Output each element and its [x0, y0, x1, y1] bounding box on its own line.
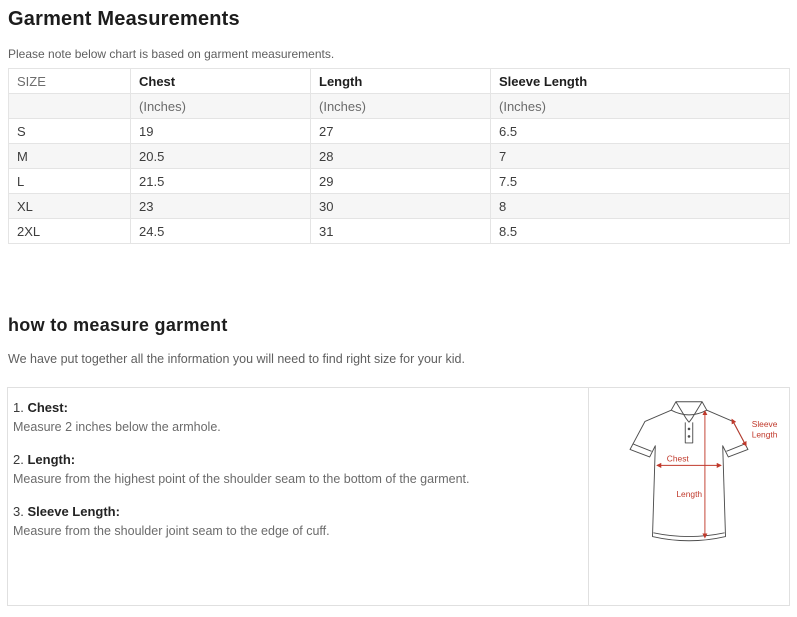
- table-row: S 19 27 6.5: [8, 118, 790, 144]
- step-description: Measure from the shoulder joint seam to …: [13, 524, 330, 538]
- step-number: 2.: [13, 452, 24, 467]
- note-text: Please note below chart is based on garm…: [8, 47, 335, 61]
- intro-text: We have put together all the information…: [8, 352, 465, 366]
- step-item-chest: 1. Chest: Measure 2 inches below the arm…: [13, 400, 578, 435]
- sleeve-cell: 8.5: [490, 218, 790, 244]
- size-cell: XL: [8, 193, 131, 219]
- step-label: Length:: [27, 452, 76, 467]
- step-description: Measure from the highest point of the sh…: [13, 472, 470, 486]
- measure-box: 1. Chest: Measure 2 inches below the arm…: [7, 387, 790, 606]
- button-dot: [687, 435, 691, 438]
- step-description: Measure 2 inches below the armhole.: [13, 420, 221, 434]
- table-header-row: SIZE Chest Length Sleeve Length: [8, 68, 790, 94]
- diagram-panel: Chest Length Sleeve Length: [588, 388, 789, 605]
- column-header-chest: Chest: [130, 68, 311, 94]
- size-cell: S: [8, 118, 131, 144]
- placket: [684, 422, 694, 444]
- sleeve-length-label-line2: Length: [752, 429, 778, 439]
- sleeve-cell: 8: [490, 193, 790, 219]
- step-item-sleeve-length: 3. Sleeve Length: Measure from the shoul…: [13, 504, 578, 539]
- table-row: 2XL 24.5 31 8.5: [8, 218, 790, 244]
- shirt-outline: [629, 409, 749, 542]
- page-title: Garment Measurements: [8, 8, 240, 30]
- collar: [670, 401, 708, 423]
- table-row: L 21.5 29 7.5: [8, 168, 790, 194]
- chest-cell: 20.5: [130, 143, 311, 169]
- table-row: M 20.5 28 7: [8, 143, 790, 169]
- length-cell: 29: [310, 168, 491, 194]
- column-header-sleeve-length: Sleeve Length: [490, 68, 790, 94]
- sleeve-length-label-line1: Sleeve: [752, 419, 778, 429]
- chest-label: Chest: [667, 454, 690, 464]
- length-label: Length: [676, 489, 702, 499]
- length-cell: 31: [310, 218, 491, 244]
- unit-cell-blank: [8, 93, 131, 119]
- unit-cell-sleeve: (Inches): [490, 93, 790, 119]
- length-cell: 27: [310, 118, 491, 144]
- garment-measurements-page: Garment Measurements Please note below c…: [0, 6, 797, 617]
- unit-cell-chest: (Inches): [130, 93, 311, 119]
- sleeve-cell: 7: [490, 143, 790, 169]
- sleeve-cell: 6.5: [490, 118, 790, 144]
- step-number: 3.: [13, 504, 24, 519]
- size-cell: 2XL: [8, 218, 131, 244]
- length-cell: 30: [310, 193, 491, 219]
- chest-cell: 19: [130, 118, 311, 144]
- chest-cell: 23: [130, 193, 311, 219]
- unit-cell-length: (Inches): [310, 93, 491, 119]
- step-number: 1.: [13, 400, 24, 415]
- shirt-measurement-diagram: Chest Length Sleeve Length: [629, 401, 778, 542]
- button-dot: [687, 427, 691, 431]
- sleeve-cell: 7.5: [490, 168, 790, 194]
- measurement-sleeve-line: [731, 418, 747, 447]
- length-cell: 28: [310, 143, 491, 169]
- step-label: Chest:: [27, 400, 68, 415]
- column-header-length: Length: [310, 68, 491, 94]
- table-row: XL 23 30 8: [8, 193, 790, 219]
- chest-cell: 24.5: [130, 218, 311, 244]
- unit-row: (Inches) (Inches) (Inches): [8, 93, 790, 119]
- step-item-length: 2. Length: Measure from the highest poin…: [13, 452, 578, 487]
- chest-cell: 21.5: [130, 168, 311, 194]
- size-chart-table: SIZE Chest Length Sleeve Length (Inches)…: [8, 68, 790, 244]
- column-header-size: SIZE: [8, 68, 131, 94]
- left-cuff-line: [632, 443, 652, 452]
- hem-line: [653, 532, 725, 537]
- steps-list: 1. Chest: Measure 2 inches below the arm…: [8, 388, 588, 605]
- section-heading: how to measure garment: [8, 315, 228, 335]
- size-cell: L: [8, 168, 131, 194]
- size-cell: M: [8, 143, 131, 169]
- step-label: Sleeve Length:: [27, 504, 120, 519]
